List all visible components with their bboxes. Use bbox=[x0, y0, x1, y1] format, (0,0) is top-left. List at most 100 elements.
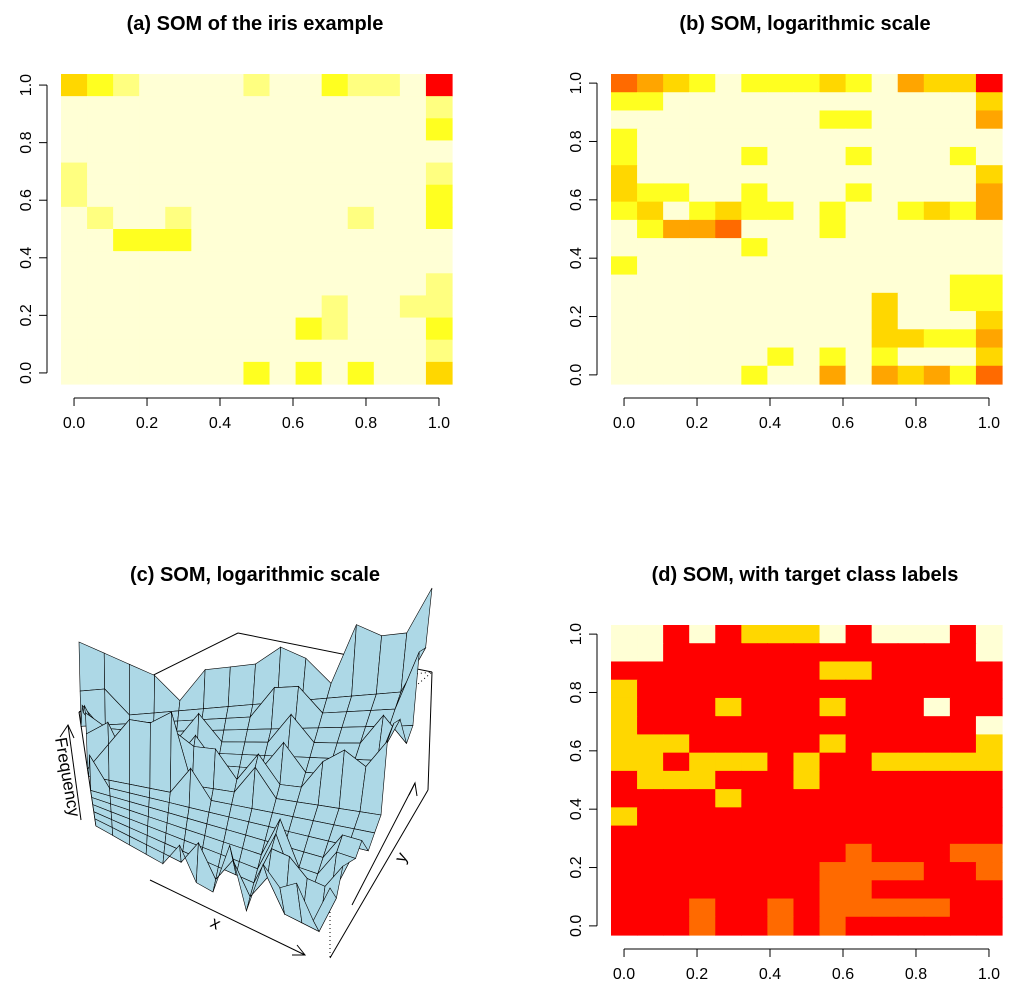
heatmap-cell bbox=[663, 734, 690, 754]
heatmap-cell bbox=[975, 292, 1003, 312]
heatmap-cell bbox=[217, 339, 245, 363]
heatmap-cell bbox=[897, 238, 925, 257]
heatmap-cell bbox=[845, 734, 873, 754]
panel-d-title: (d) SOM, with target class labels bbox=[652, 564, 959, 586]
heatmap-cell bbox=[793, 825, 821, 845]
heatmap-cell bbox=[269, 295, 297, 319]
heatmap-cell bbox=[871, 329, 899, 349]
heatmap-cell bbox=[637, 74, 664, 93]
heatmap-cell bbox=[975, 146, 1003, 166]
heatmap-cell bbox=[975, 643, 1003, 663]
heatmap-cell bbox=[767, 679, 795, 699]
heatmap-cell bbox=[949, 898, 977, 918]
heatmap-cell bbox=[741, 74, 768, 93]
heatmap-cell bbox=[741, 734, 768, 754]
heatmap-cell bbox=[637, 697, 664, 717]
heatmap-cell bbox=[741, 643, 768, 663]
heatmap-cell bbox=[845, 292, 873, 312]
heatmap-cell bbox=[741, 256, 768, 276]
heatmap-cell bbox=[165, 140, 192, 164]
heatmap-cell bbox=[897, 770, 925, 790]
heatmap-cell bbox=[897, 274, 925, 294]
heatmap-cell bbox=[871, 807, 899, 827]
heatmap-cell bbox=[975, 256, 1003, 276]
heatmap-cell bbox=[715, 789, 742, 808]
heatmap-cell bbox=[217, 229, 245, 252]
heatmap-cell bbox=[269, 251, 297, 274]
heatmap-cell bbox=[975, 716, 1003, 736]
heatmap-cell bbox=[243, 140, 271, 164]
heatmap-cell bbox=[871, 238, 899, 257]
heatmap-cell bbox=[793, 311, 821, 330]
heatmap-cell bbox=[871, 219, 899, 239]
heatmap-cell bbox=[767, 716, 795, 736]
heatmap-cell bbox=[399, 74, 427, 97]
heatmap-cell bbox=[689, 752, 716, 772]
heatmap-cell bbox=[715, 110, 742, 130]
heatmap-cell bbox=[347, 206, 375, 230]
heatmap-cell bbox=[897, 74, 925, 93]
heatmap-cell bbox=[741, 201, 768, 221]
heatmap-cell bbox=[767, 329, 795, 349]
heatmap-cell bbox=[113, 273, 140, 297]
heatmap-cell bbox=[845, 880, 873, 900]
heatmap-cell bbox=[845, 898, 873, 918]
heatmap-cell bbox=[321, 251, 349, 274]
heatmap-cell bbox=[269, 339, 297, 363]
heatmap-cell bbox=[975, 807, 1003, 827]
heatmap-cell bbox=[165, 339, 192, 363]
heatmap-cell bbox=[793, 110, 821, 130]
heatmap-cell bbox=[741, 219, 768, 239]
heatmap-cell bbox=[845, 110, 873, 130]
heatmap-cell bbox=[949, 825, 977, 845]
heatmap-cell bbox=[295, 118, 323, 142]
heatmap-cell bbox=[373, 251, 401, 274]
heatmap-cell bbox=[611, 880, 638, 900]
heatmap-cell bbox=[741, 880, 768, 900]
heatmap-cell bbox=[87, 140, 114, 164]
heatmap-cell bbox=[347, 140, 375, 164]
x-tick-label: 0.0 bbox=[613, 415, 635, 432]
heatmap-cell bbox=[975, 74, 1003, 93]
heatmap-cell bbox=[741, 807, 768, 827]
heatmap-cell bbox=[689, 74, 716, 93]
x-tick-label: 0.4 bbox=[209, 415, 231, 432]
heatmap-cell bbox=[87, 118, 114, 142]
heatmap-cell bbox=[871, 916, 899, 936]
y-tick-label: 1.0 bbox=[568, 72, 585, 94]
heatmap-cell bbox=[949, 238, 977, 257]
heatmap-cell bbox=[871, 752, 899, 772]
heatmap-cell bbox=[689, 880, 716, 900]
heatmap-cell bbox=[373, 118, 401, 142]
heatmap-cell bbox=[295, 74, 323, 97]
surface-facet bbox=[225, 704, 254, 719]
heatmap-cell bbox=[819, 898, 847, 918]
heatmap-cell bbox=[845, 128, 873, 148]
y-tick-label: 0.4 bbox=[568, 247, 585, 269]
heatmap-cell bbox=[243, 273, 271, 297]
heatmap-cell bbox=[819, 201, 847, 221]
heatmap-cell bbox=[871, 256, 899, 276]
heatmap-cell bbox=[819, 697, 847, 717]
panel-b-title: (b) SOM, logarithmic scale bbox=[679, 13, 930, 35]
heatmap-cell bbox=[269, 140, 297, 164]
x-axis-label: x bbox=[207, 913, 224, 934]
heatmap-cell bbox=[399, 361, 427, 385]
heatmap-cell bbox=[321, 361, 349, 385]
heatmap-cell bbox=[767, 311, 795, 330]
heatmap-cell bbox=[975, 274, 1003, 294]
heatmap-cell bbox=[793, 679, 821, 699]
heatmap-cell bbox=[715, 770, 742, 790]
heatmap-cell bbox=[819, 365, 847, 385]
panel-d-cells bbox=[611, 625, 1003, 936]
heatmap-cell bbox=[871, 789, 899, 808]
heatmap-cell bbox=[269, 273, 297, 297]
heatmap-cell bbox=[191, 361, 218, 385]
heatmap-cell bbox=[741, 329, 768, 349]
heatmap-cell bbox=[217, 361, 245, 385]
x-tick-label: 0.6 bbox=[832, 415, 854, 432]
heatmap-cell bbox=[61, 118, 88, 142]
heatmap-cell bbox=[347, 118, 375, 142]
heatmap-cell bbox=[715, 347, 742, 367]
heatmap-cell bbox=[897, 807, 925, 827]
